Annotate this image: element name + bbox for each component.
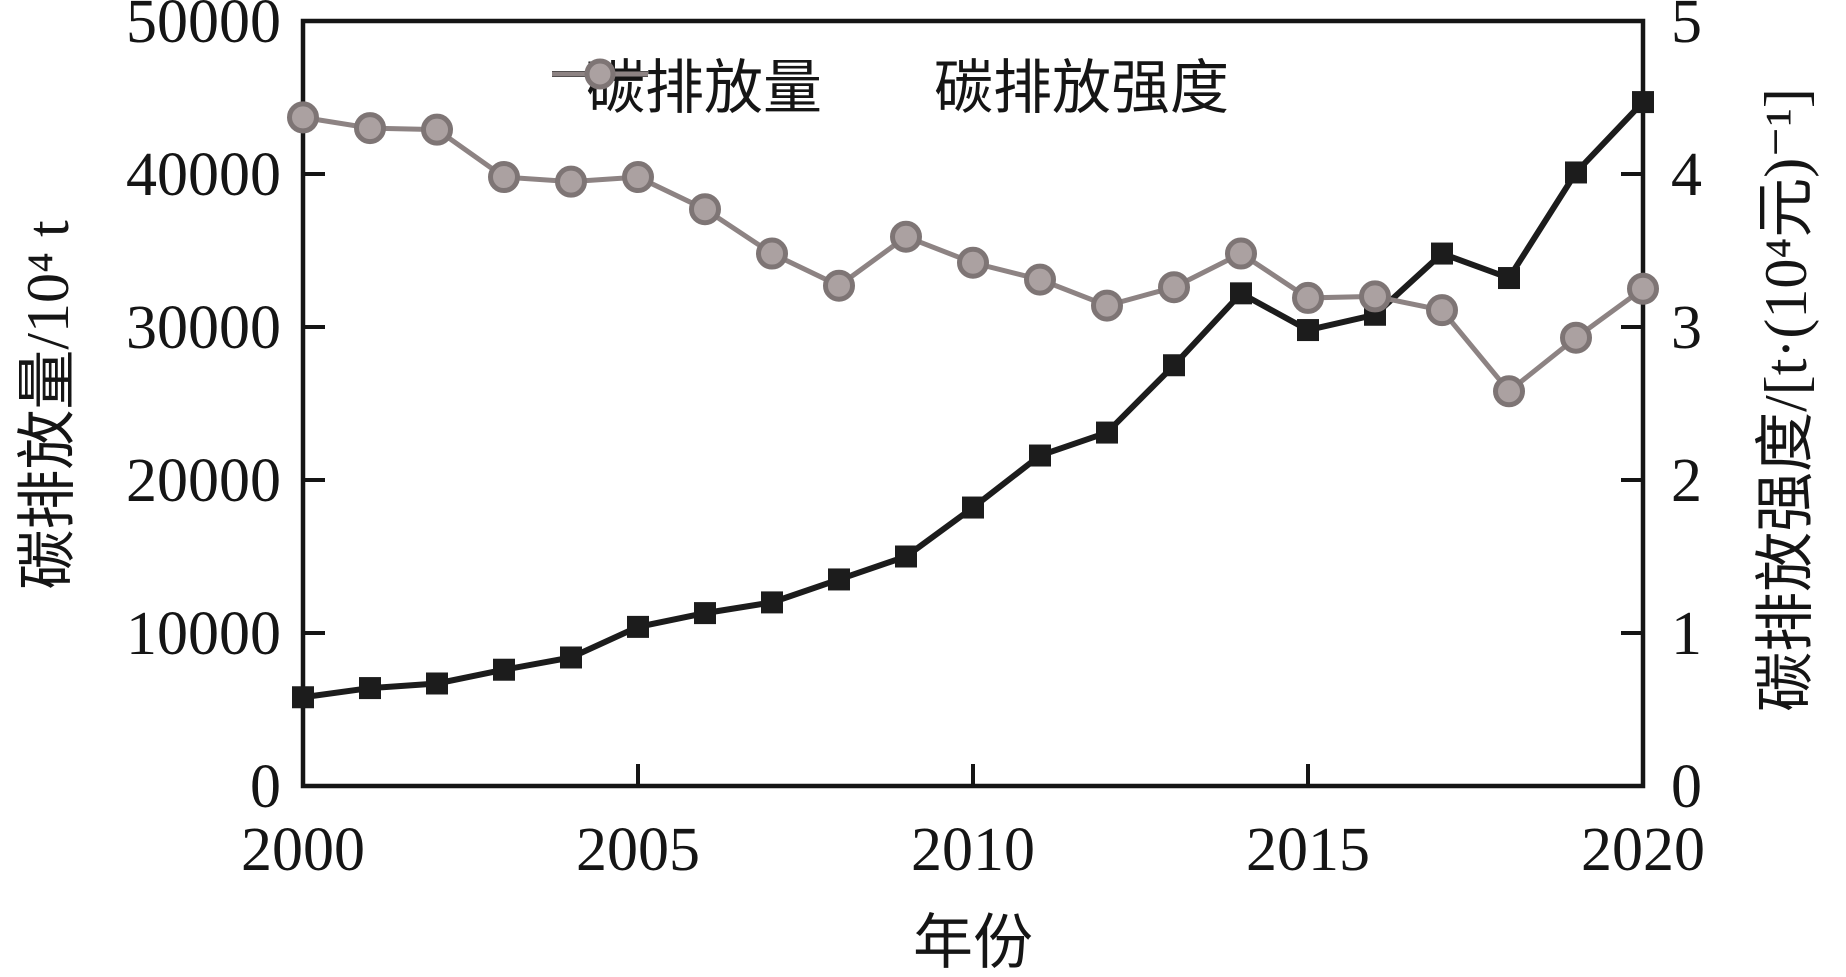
intensity-data-point xyxy=(354,112,386,145)
intensity-data-point xyxy=(823,269,855,302)
right-axis-tick-label: 1 xyxy=(1671,600,1702,668)
intensity-legend-marker xyxy=(552,58,648,90)
legend-label-emissions: 碳排放量 xyxy=(586,54,823,121)
emissions-data-point xyxy=(1096,421,1118,444)
legend-label-intensity: 碳排放强度 xyxy=(934,54,1230,121)
emissions-data-point xyxy=(560,646,582,669)
x-axis-tick-label: 2005 xyxy=(576,816,700,884)
emissions-data-point xyxy=(962,496,984,519)
emissions-data-point xyxy=(1632,91,1654,114)
intensity-data-point xyxy=(622,161,654,194)
x-axis-title: 年份 xyxy=(913,910,1033,976)
intensity-data-point xyxy=(1560,321,1592,354)
intensity-legend-circle xyxy=(584,58,616,90)
emissions-data-point xyxy=(292,686,314,709)
left-axis-tick-label: 40000 xyxy=(126,141,281,209)
left-axis-tick-label: 10000 xyxy=(126,600,281,668)
right-axis-tick-label: 3 xyxy=(1671,294,1702,362)
right-axis-tick-label: 5 xyxy=(1671,0,1702,56)
x-axis-tick-label: 2020 xyxy=(1581,816,1705,884)
left-axis-title: 碳排放量/10⁴ t xyxy=(15,220,81,590)
right-axis-tick-label: 0 xyxy=(1671,753,1702,821)
emissions-data-point xyxy=(761,591,783,614)
intensity-data-point xyxy=(488,161,520,194)
legend-item-intensity: 碳排放强度 xyxy=(552,54,1230,121)
emissions-data-point xyxy=(1565,161,1587,184)
right-axis-tick-label: 4 xyxy=(1671,141,1702,209)
intensity-data-point xyxy=(689,193,721,226)
right-axis-tick-label: 2 xyxy=(1671,447,1702,515)
emissions-data-point xyxy=(895,545,917,568)
emissions-data-point xyxy=(1163,354,1185,377)
left-axis-tick-label: 30000 xyxy=(126,294,281,362)
emissions-data-point xyxy=(1230,282,1252,305)
x-axis-tick-label: 2010 xyxy=(911,816,1035,884)
emissions-data-point xyxy=(1431,242,1453,265)
intensity-data-point xyxy=(1627,272,1659,305)
intensity-data-point xyxy=(1292,281,1324,314)
intensity-data-point xyxy=(1158,271,1190,304)
intensity-data-point xyxy=(287,101,319,134)
emissions-data-point xyxy=(1297,319,1319,342)
intensity-data-point xyxy=(1493,375,1525,408)
intensity-data-point xyxy=(1426,294,1458,327)
legend: 碳排放量 碳排放强度 xyxy=(552,52,1229,124)
emissions-data-point xyxy=(1029,444,1051,467)
intensity-data-point xyxy=(957,246,989,279)
left-axis-tick-label: 0 xyxy=(250,753,281,821)
intensity-data-point xyxy=(1024,263,1056,296)
x-axis-tick-label: 2015 xyxy=(1246,816,1370,884)
left-axis-tick-label: 50000 xyxy=(126,0,281,56)
emissions-data-point xyxy=(694,602,716,625)
emissions-data-point xyxy=(627,615,649,638)
intensity-data-point xyxy=(756,237,788,270)
emissions-data-point xyxy=(493,658,515,681)
emissions-data-point xyxy=(828,568,850,591)
intensity-data-point xyxy=(1091,289,1123,322)
right-axis-title: 碳排放强度/[t·(10⁴元)⁻¹] xyxy=(1753,88,1819,712)
emissions-data-point xyxy=(1498,267,1520,290)
emissions-data-point xyxy=(359,677,381,700)
intensity-data-point xyxy=(890,220,922,253)
left-axis-tick-label: 20000 xyxy=(126,447,281,515)
emissions-data-point xyxy=(426,672,448,695)
intensity-data-point xyxy=(1359,280,1391,313)
intensity-data-point xyxy=(1225,237,1257,270)
x-axis-tick-label: 2000 xyxy=(241,816,365,884)
intensity-data-point xyxy=(555,165,587,198)
intensity-data-point xyxy=(421,113,453,146)
